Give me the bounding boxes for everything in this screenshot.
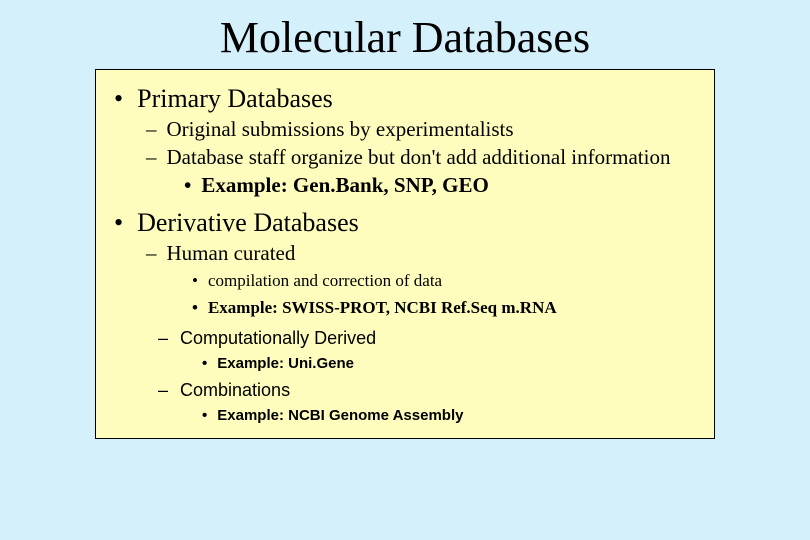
bullet-primary-sub1: – Original submissions by experimentalis… — [146, 116, 696, 142]
content-box: • Primary Databases – Original submissio… — [95, 69, 715, 439]
bullet-text: Human curated — [167, 240, 296, 266]
slide: Molecular Databases • Primary Databases … — [0, 0, 810, 540]
bullet-marker: – — [146, 240, 157, 266]
bullet-marker: • — [202, 407, 207, 424]
bullet-text: Database staff organize but don't add ad… — [167, 144, 671, 170]
bullet-derivative-heading: • Derivative Databases — [114, 208, 696, 238]
bullet-marker: • — [114, 84, 123, 114]
bullet-text: Computationally Derived — [180, 328, 376, 349]
bullet-text: Example: Gen.Bank, SNP, GEO — [201, 173, 488, 198]
bullet-marker: • — [184, 173, 191, 198]
bullet-derivative-sub2-example: • Example: Uni.Gene — [202, 355, 696, 372]
bullet-text: Combinations — [180, 380, 290, 401]
bullet-text: Original submissions by experimentalists — [167, 116, 514, 142]
bullet-derivative-sub1-detail: • compilation and correction of data — [192, 270, 696, 293]
bullet-derivative-sub2: – Computationally Derived — [158, 328, 696, 349]
bullet-primary-heading: • Primary Databases — [114, 84, 696, 114]
bullet-derivative-sub3-example: • Example: NCBI Genome Assembly — [202, 407, 696, 424]
bullet-marker: • — [192, 270, 198, 293]
bullet-text: Example: SWISS-PROT, NCBI Ref.Seq m.RNA — [208, 297, 557, 320]
bullet-primary-example: • Example: Gen.Bank, SNP, GEO — [184, 173, 696, 198]
bullet-marker: – — [146, 116, 157, 142]
bullet-marker: – — [158, 328, 168, 349]
bullet-marker: – — [146, 144, 157, 170]
bullet-marker: • — [192, 297, 198, 320]
bullet-text: Derivative Databases — [137, 208, 359, 238]
bullet-derivative-sub1: – Human curated — [146, 240, 696, 266]
bullet-marker: – — [158, 380, 168, 401]
bullet-derivative-sub1-example: • Example: SWISS-PROT, NCBI Ref.Seq m.RN… — [192, 297, 696, 320]
bullet-primary-sub2: – Database staff organize but don't add … — [146, 144, 696, 170]
bullet-marker: • — [202, 355, 207, 372]
bullet-text: Example: Uni.Gene — [217, 355, 354, 372]
bullet-text: Example: NCBI Genome Assembly — [217, 407, 463, 424]
bullet-marker: • — [114, 208, 123, 238]
slide-title: Molecular Databases — [0, 0, 810, 69]
bullet-text: Primary Databases — [137, 84, 333, 114]
bullet-derivative-sub3: – Combinations — [158, 380, 696, 401]
bullet-text: compilation and correction of data — [208, 270, 442, 293]
